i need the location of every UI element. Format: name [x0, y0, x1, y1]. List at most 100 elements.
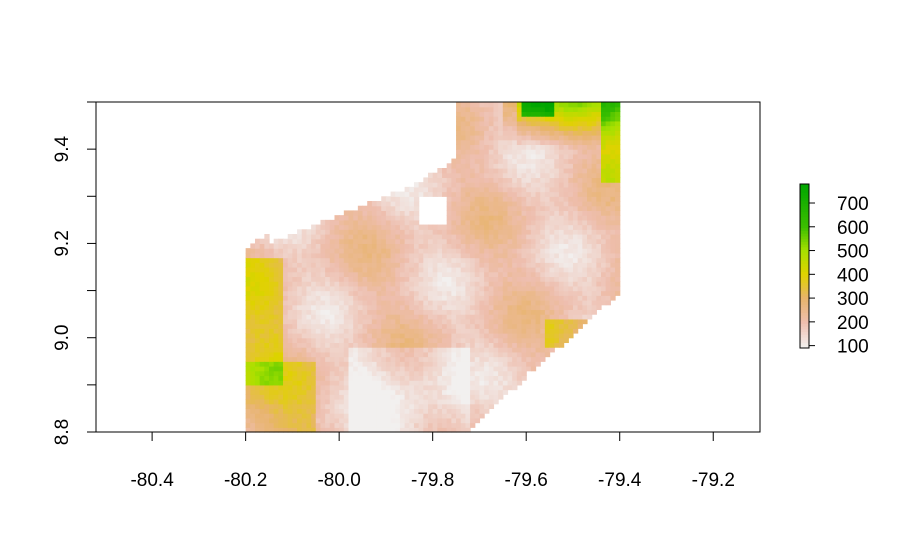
raster-cell: [390, 375, 396, 381]
raster-cell: [516, 210, 523, 216]
raster-cell: [456, 356, 462, 362]
raster-cell: [507, 318, 513, 325]
raster-cell: [615, 243, 621, 249]
raster-cell: [544, 196, 551, 202]
raster-cell: [413, 370, 420, 377]
raster-cell: [395, 257, 401, 263]
raster-cell: [470, 347, 476, 353]
raster-cell: [315, 252, 322, 259]
raster-cell: [502, 149, 509, 155]
raster-cell: [287, 333, 293, 339]
raster-cell: [395, 281, 401, 287]
raster-cell: [465, 281, 471, 287]
raster-cell: [254, 281, 261, 287]
raster-cell: [554, 257, 560, 263]
raster-cell: [446, 309, 452, 315]
raster-cell: [484, 314, 490, 320]
raster-cell: [292, 318, 298, 325]
raster-cell: [283, 262, 289, 268]
raster-cell: [507, 144, 513, 150]
raster-cell: [446, 422, 452, 428]
raster-cell: [320, 361, 326, 367]
raster-cell: [348, 271, 354, 278]
raster-cell: [343, 403, 350, 410]
raster-cell: [357, 323, 364, 329]
raster-cell: [325, 408, 331, 414]
raster-cell: [512, 262, 518, 268]
raster-cell: [287, 314, 293, 320]
raster-cell: [245, 427, 251, 433]
raster-cell: [283, 337, 289, 344]
raster-cell: [423, 252, 429, 259]
raster-cell: [493, 281, 499, 287]
raster-cell: [601, 144, 607, 150]
raster-cell: [493, 366, 499, 372]
raster-cell: [264, 413, 270, 419]
raster-cell: [544, 262, 551, 268]
raster-cell: [245, 285, 251, 292]
raster-cell: [428, 229, 434, 235]
raster-cell: [568, 229, 574, 235]
raster-cell: [437, 380, 443, 386]
raster-cell: [563, 125, 569, 131]
raster-cell: [428, 234, 434, 240]
raster-cell: [385, 304, 392, 311]
raster-cell: [460, 158, 467, 164]
raster-cell: [521, 149, 527, 155]
raster-cell: [442, 394, 448, 400]
raster-cell: [563, 135, 569, 141]
raster-cell: [357, 375, 364, 381]
raster-cell: [465, 149, 471, 155]
raster-cell: [432, 267, 438, 273]
raster-cell: [348, 300, 354, 306]
raster-cell: [418, 370, 424, 377]
raster-cell: [385, 224, 392, 230]
raster-cell: [320, 366, 326, 372]
raster-cell: [474, 168, 481, 174]
raster-cell: [615, 234, 621, 240]
raster-cell: [409, 413, 415, 419]
raster-cell: [484, 375, 490, 381]
raster-cell: [493, 116, 499, 122]
raster-cell: [596, 238, 602, 245]
raster-cell: [558, 276, 565, 282]
raster-cell: [283, 271, 289, 278]
raster-cell: [273, 351, 279, 358]
raster-cell: [460, 177, 467, 183]
raster-cell: [343, 370, 350, 377]
raster-cell: [465, 210, 471, 216]
legend-swatch: [800, 296, 809, 300]
raster-cell: [451, 257, 457, 263]
raster-cell: [456, 215, 462, 221]
raster-cell: [610, 158, 616, 164]
raster-cell: [442, 234, 448, 240]
raster-cell: [357, 366, 364, 372]
raster-cell: [544, 172, 551, 179]
raster-cell: [516, 243, 523, 249]
raster-cell: [254, 309, 261, 315]
raster-cell: [297, 427, 303, 433]
raster-cell: [540, 130, 546, 136]
raster-cell: [306, 380, 312, 386]
raster-cell: [591, 125, 597, 131]
raster-cell: [376, 300, 382, 306]
raster-cell: [488, 229, 495, 235]
raster-cell: [250, 347, 256, 353]
raster-cell: [540, 139, 546, 146]
raster-cell: [498, 318, 504, 325]
raster-cell: [353, 267, 359, 273]
raster-cell: [535, 248, 541, 254]
raster-cell: [437, 234, 443, 240]
raster-cell: [451, 191, 457, 197]
raster-cell: [409, 300, 415, 306]
raster-cell: [521, 366, 527, 372]
raster-cell: [334, 234, 340, 240]
raster-cell: [343, 380, 350, 386]
raster-cell: [432, 295, 438, 301]
legend-tick-label: 600: [837, 218, 869, 239]
raster-cell: [512, 281, 518, 287]
raster-cell: [325, 375, 331, 381]
raster-cell: [264, 281, 270, 287]
raster-cell: [320, 347, 326, 353]
raster-cell: [362, 290, 368, 296]
